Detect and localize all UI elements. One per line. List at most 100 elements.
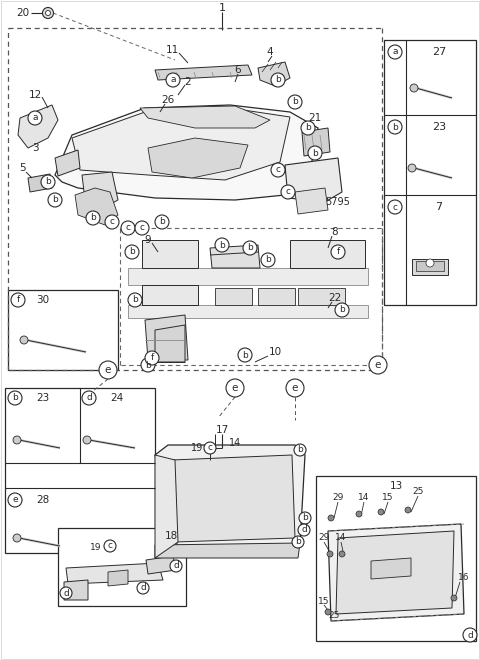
Polygon shape bbox=[128, 268, 368, 285]
Circle shape bbox=[8, 493, 22, 507]
Circle shape bbox=[41, 175, 55, 189]
Text: f: f bbox=[150, 354, 154, 362]
Polygon shape bbox=[258, 62, 290, 86]
Circle shape bbox=[426, 259, 434, 267]
Text: 26: 26 bbox=[161, 95, 175, 105]
Text: 1: 1 bbox=[218, 3, 226, 13]
Circle shape bbox=[8, 391, 22, 405]
Polygon shape bbox=[295, 188, 328, 214]
Circle shape bbox=[105, 215, 119, 229]
Text: 28: 28 bbox=[36, 495, 49, 505]
Polygon shape bbox=[155, 65, 252, 80]
Circle shape bbox=[155, 215, 169, 229]
Text: b: b bbox=[297, 446, 303, 455]
Circle shape bbox=[60, 587, 72, 599]
Text: 16: 16 bbox=[458, 574, 470, 583]
Circle shape bbox=[13, 436, 21, 444]
Bar bbox=[416, 261, 444, 271]
Text: 25: 25 bbox=[328, 612, 340, 620]
Text: f: f bbox=[16, 296, 20, 304]
Text: 5795: 5795 bbox=[325, 197, 350, 207]
Bar bbox=[412, 259, 448, 275]
Text: b: b bbox=[45, 178, 51, 187]
Text: 24: 24 bbox=[110, 393, 124, 403]
Circle shape bbox=[43, 7, 53, 18]
Text: d: d bbox=[301, 525, 307, 535]
Polygon shape bbox=[140, 106, 270, 128]
Text: 19: 19 bbox=[191, 443, 203, 453]
Text: c: c bbox=[125, 224, 131, 232]
Text: b: b bbox=[12, 393, 18, 403]
Text: c: c bbox=[108, 541, 112, 550]
Text: 19: 19 bbox=[90, 543, 102, 552]
Text: 11: 11 bbox=[166, 45, 179, 55]
Text: b: b bbox=[312, 148, 318, 158]
Text: 21: 21 bbox=[308, 113, 322, 123]
Polygon shape bbox=[371, 558, 411, 579]
Bar bbox=[316, 476, 476, 641]
Text: b: b bbox=[247, 244, 253, 253]
Bar bbox=[58, 528, 186, 606]
Bar bbox=[384, 40, 476, 305]
Text: 2: 2 bbox=[185, 77, 192, 87]
Text: 12: 12 bbox=[28, 90, 42, 100]
Polygon shape bbox=[146, 556, 176, 574]
Text: 30: 30 bbox=[36, 295, 49, 305]
Circle shape bbox=[299, 512, 311, 524]
Text: 23: 23 bbox=[432, 122, 446, 132]
Circle shape bbox=[271, 73, 285, 87]
Text: 13: 13 bbox=[389, 481, 403, 491]
Polygon shape bbox=[18, 105, 58, 148]
Text: 29: 29 bbox=[318, 533, 330, 543]
Circle shape bbox=[369, 356, 387, 374]
Circle shape bbox=[99, 361, 117, 379]
Polygon shape bbox=[302, 128, 330, 156]
Text: d: d bbox=[86, 393, 92, 403]
Polygon shape bbox=[155, 455, 178, 558]
Text: b: b bbox=[242, 350, 248, 360]
Circle shape bbox=[328, 515, 334, 521]
Text: 8: 8 bbox=[332, 227, 338, 237]
Polygon shape bbox=[28, 174, 52, 192]
Text: e: e bbox=[375, 360, 381, 370]
Polygon shape bbox=[145, 315, 188, 360]
Circle shape bbox=[327, 551, 333, 557]
Text: c: c bbox=[140, 224, 144, 232]
Text: b: b bbox=[52, 195, 58, 205]
Text: 22: 22 bbox=[328, 293, 342, 303]
Circle shape bbox=[298, 524, 310, 536]
Circle shape bbox=[325, 609, 331, 615]
Circle shape bbox=[11, 293, 25, 307]
Polygon shape bbox=[64, 580, 88, 600]
Circle shape bbox=[141, 358, 155, 372]
Circle shape bbox=[48, 193, 62, 207]
Text: b: b bbox=[132, 296, 138, 304]
Bar bbox=[8, 290, 118, 370]
Circle shape bbox=[28, 111, 42, 125]
Text: d: d bbox=[63, 589, 69, 597]
Polygon shape bbox=[142, 240, 198, 268]
Polygon shape bbox=[155, 445, 305, 548]
Circle shape bbox=[388, 45, 402, 59]
Circle shape bbox=[170, 560, 182, 572]
Text: f: f bbox=[336, 248, 340, 257]
Text: a: a bbox=[392, 48, 398, 57]
Text: 5: 5 bbox=[19, 163, 25, 173]
Circle shape bbox=[388, 200, 402, 214]
Polygon shape bbox=[155, 325, 185, 362]
Text: 29: 29 bbox=[332, 494, 344, 502]
Polygon shape bbox=[172, 455, 295, 542]
Text: b: b bbox=[159, 218, 165, 226]
Text: 27: 27 bbox=[432, 47, 446, 57]
Circle shape bbox=[46, 11, 50, 15]
Text: 14: 14 bbox=[358, 494, 370, 502]
Polygon shape bbox=[108, 570, 128, 586]
Circle shape bbox=[339, 551, 345, 557]
Polygon shape bbox=[328, 524, 464, 621]
Circle shape bbox=[308, 146, 322, 160]
Polygon shape bbox=[258, 288, 295, 305]
Text: c: c bbox=[276, 166, 280, 174]
Circle shape bbox=[356, 511, 362, 517]
Circle shape bbox=[238, 348, 252, 362]
Bar bbox=[5, 388, 155, 553]
